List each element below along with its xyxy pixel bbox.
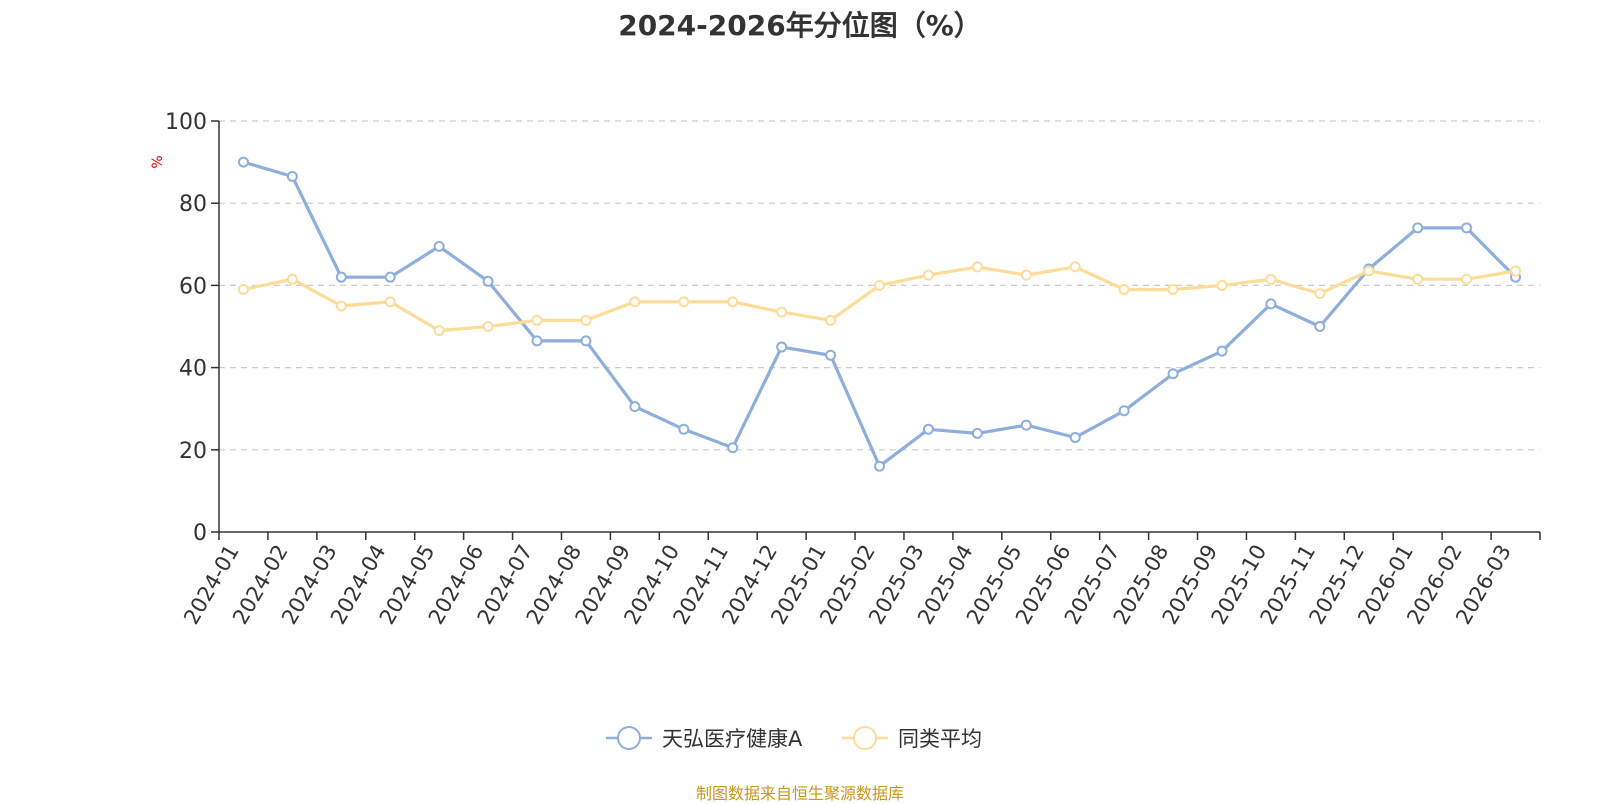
data-point[interactable] xyxy=(482,321,494,332)
data-point[interactable] xyxy=(1265,298,1277,310)
data-point[interactable] xyxy=(433,325,445,337)
data-point[interactable] xyxy=(776,341,788,353)
data-point[interactable] xyxy=(237,156,249,168)
series-0[interactable] xyxy=(237,156,1522,472)
data-point[interactable] xyxy=(1265,273,1277,285)
data-point[interactable] xyxy=(971,427,983,439)
data-point[interactable] xyxy=(1167,368,1179,380)
data-point[interactable] xyxy=(825,349,837,361)
legend-label: 天弘医疗健康A xyxy=(662,727,803,751)
y-tick-label: 60 xyxy=(179,274,207,299)
data-point[interactable] xyxy=(286,273,298,285)
legend[interactable]: 天弘医疗健康A 同类平均 xyxy=(606,726,982,751)
y-tick-label: 80 xyxy=(179,192,207,217)
data-point[interactable] xyxy=(629,401,641,413)
data-point[interactable] xyxy=(629,296,641,308)
data-point[interactable] xyxy=(1118,284,1130,296)
data-point[interactable] xyxy=(1314,321,1326,332)
data-point[interactable] xyxy=(580,314,592,326)
data-point[interactable] xyxy=(776,306,788,318)
data-point[interactable] xyxy=(874,279,885,291)
data-point[interactable] xyxy=(1412,222,1424,234)
y-tick-label: 40 xyxy=(179,357,207,382)
data-point[interactable] xyxy=(1069,431,1081,443)
data-point[interactable] xyxy=(335,271,347,283)
data-point[interactable] xyxy=(384,271,396,283)
data-point[interactable] xyxy=(237,284,249,296)
data-point[interactable] xyxy=(678,423,690,435)
data-point[interactable] xyxy=(1461,222,1473,234)
source-note: 制图数据来自恒生聚源数据库 xyxy=(695,784,904,803)
legend-item[interactable]: 天弘医疗健康A xyxy=(606,726,803,751)
data-point[interactable] xyxy=(433,240,445,252)
data-point[interactable] xyxy=(482,275,494,287)
data-point[interactable] xyxy=(531,314,543,326)
legend-item[interactable]: 同类平均 xyxy=(842,726,982,751)
data-point[interactable] xyxy=(1118,405,1130,417)
data-point[interactable] xyxy=(384,296,396,308)
data-point[interactable] xyxy=(1020,269,1032,281)
series-layer xyxy=(237,156,1522,472)
data-point[interactable] xyxy=(531,335,543,347)
axis-layer: 020406080100%2024-012024-022024-032024-0… xyxy=(150,110,1541,628)
data-point[interactable] xyxy=(678,296,690,308)
data-point[interactable] xyxy=(825,314,837,326)
y-tick-label: 20 xyxy=(179,439,207,464)
legend-marker-icon xyxy=(853,726,877,750)
data-point[interactable] xyxy=(1167,284,1179,296)
data-point[interactable] xyxy=(335,300,347,312)
data-point[interactable] xyxy=(1216,345,1228,357)
data-point[interactable] xyxy=(1461,273,1473,285)
data-point[interactable] xyxy=(727,296,739,308)
data-point[interactable] xyxy=(1314,288,1326,300)
data-point[interactable] xyxy=(727,442,739,454)
data-point[interactable] xyxy=(1216,279,1228,291)
data-point[interactable] xyxy=(286,170,298,182)
data-point[interactable] xyxy=(580,335,592,347)
y-tick-label: 100 xyxy=(165,110,207,135)
data-point[interactable] xyxy=(1363,265,1375,277)
data-point[interactable] xyxy=(1020,419,1032,431)
series-1[interactable] xyxy=(237,261,1522,337)
data-point[interactable] xyxy=(1412,273,1424,285)
legend-marker-icon xyxy=(617,726,641,750)
data-point[interactable] xyxy=(874,460,885,472)
data-point[interactable] xyxy=(971,261,983,273)
series-line[interactable] xyxy=(243,160,1517,468)
data-point[interactable] xyxy=(922,269,934,281)
y-tick-label: 0 xyxy=(193,521,207,546)
data-point[interactable] xyxy=(922,423,934,435)
y-axis-unit-label: % xyxy=(150,155,166,168)
data-point[interactable] xyxy=(1510,265,1522,277)
chart-title: 2024-2026年分位图（%） xyxy=(618,9,982,42)
legend-label: 同类平均 xyxy=(898,727,982,751)
data-point[interactable] xyxy=(1069,261,1081,273)
